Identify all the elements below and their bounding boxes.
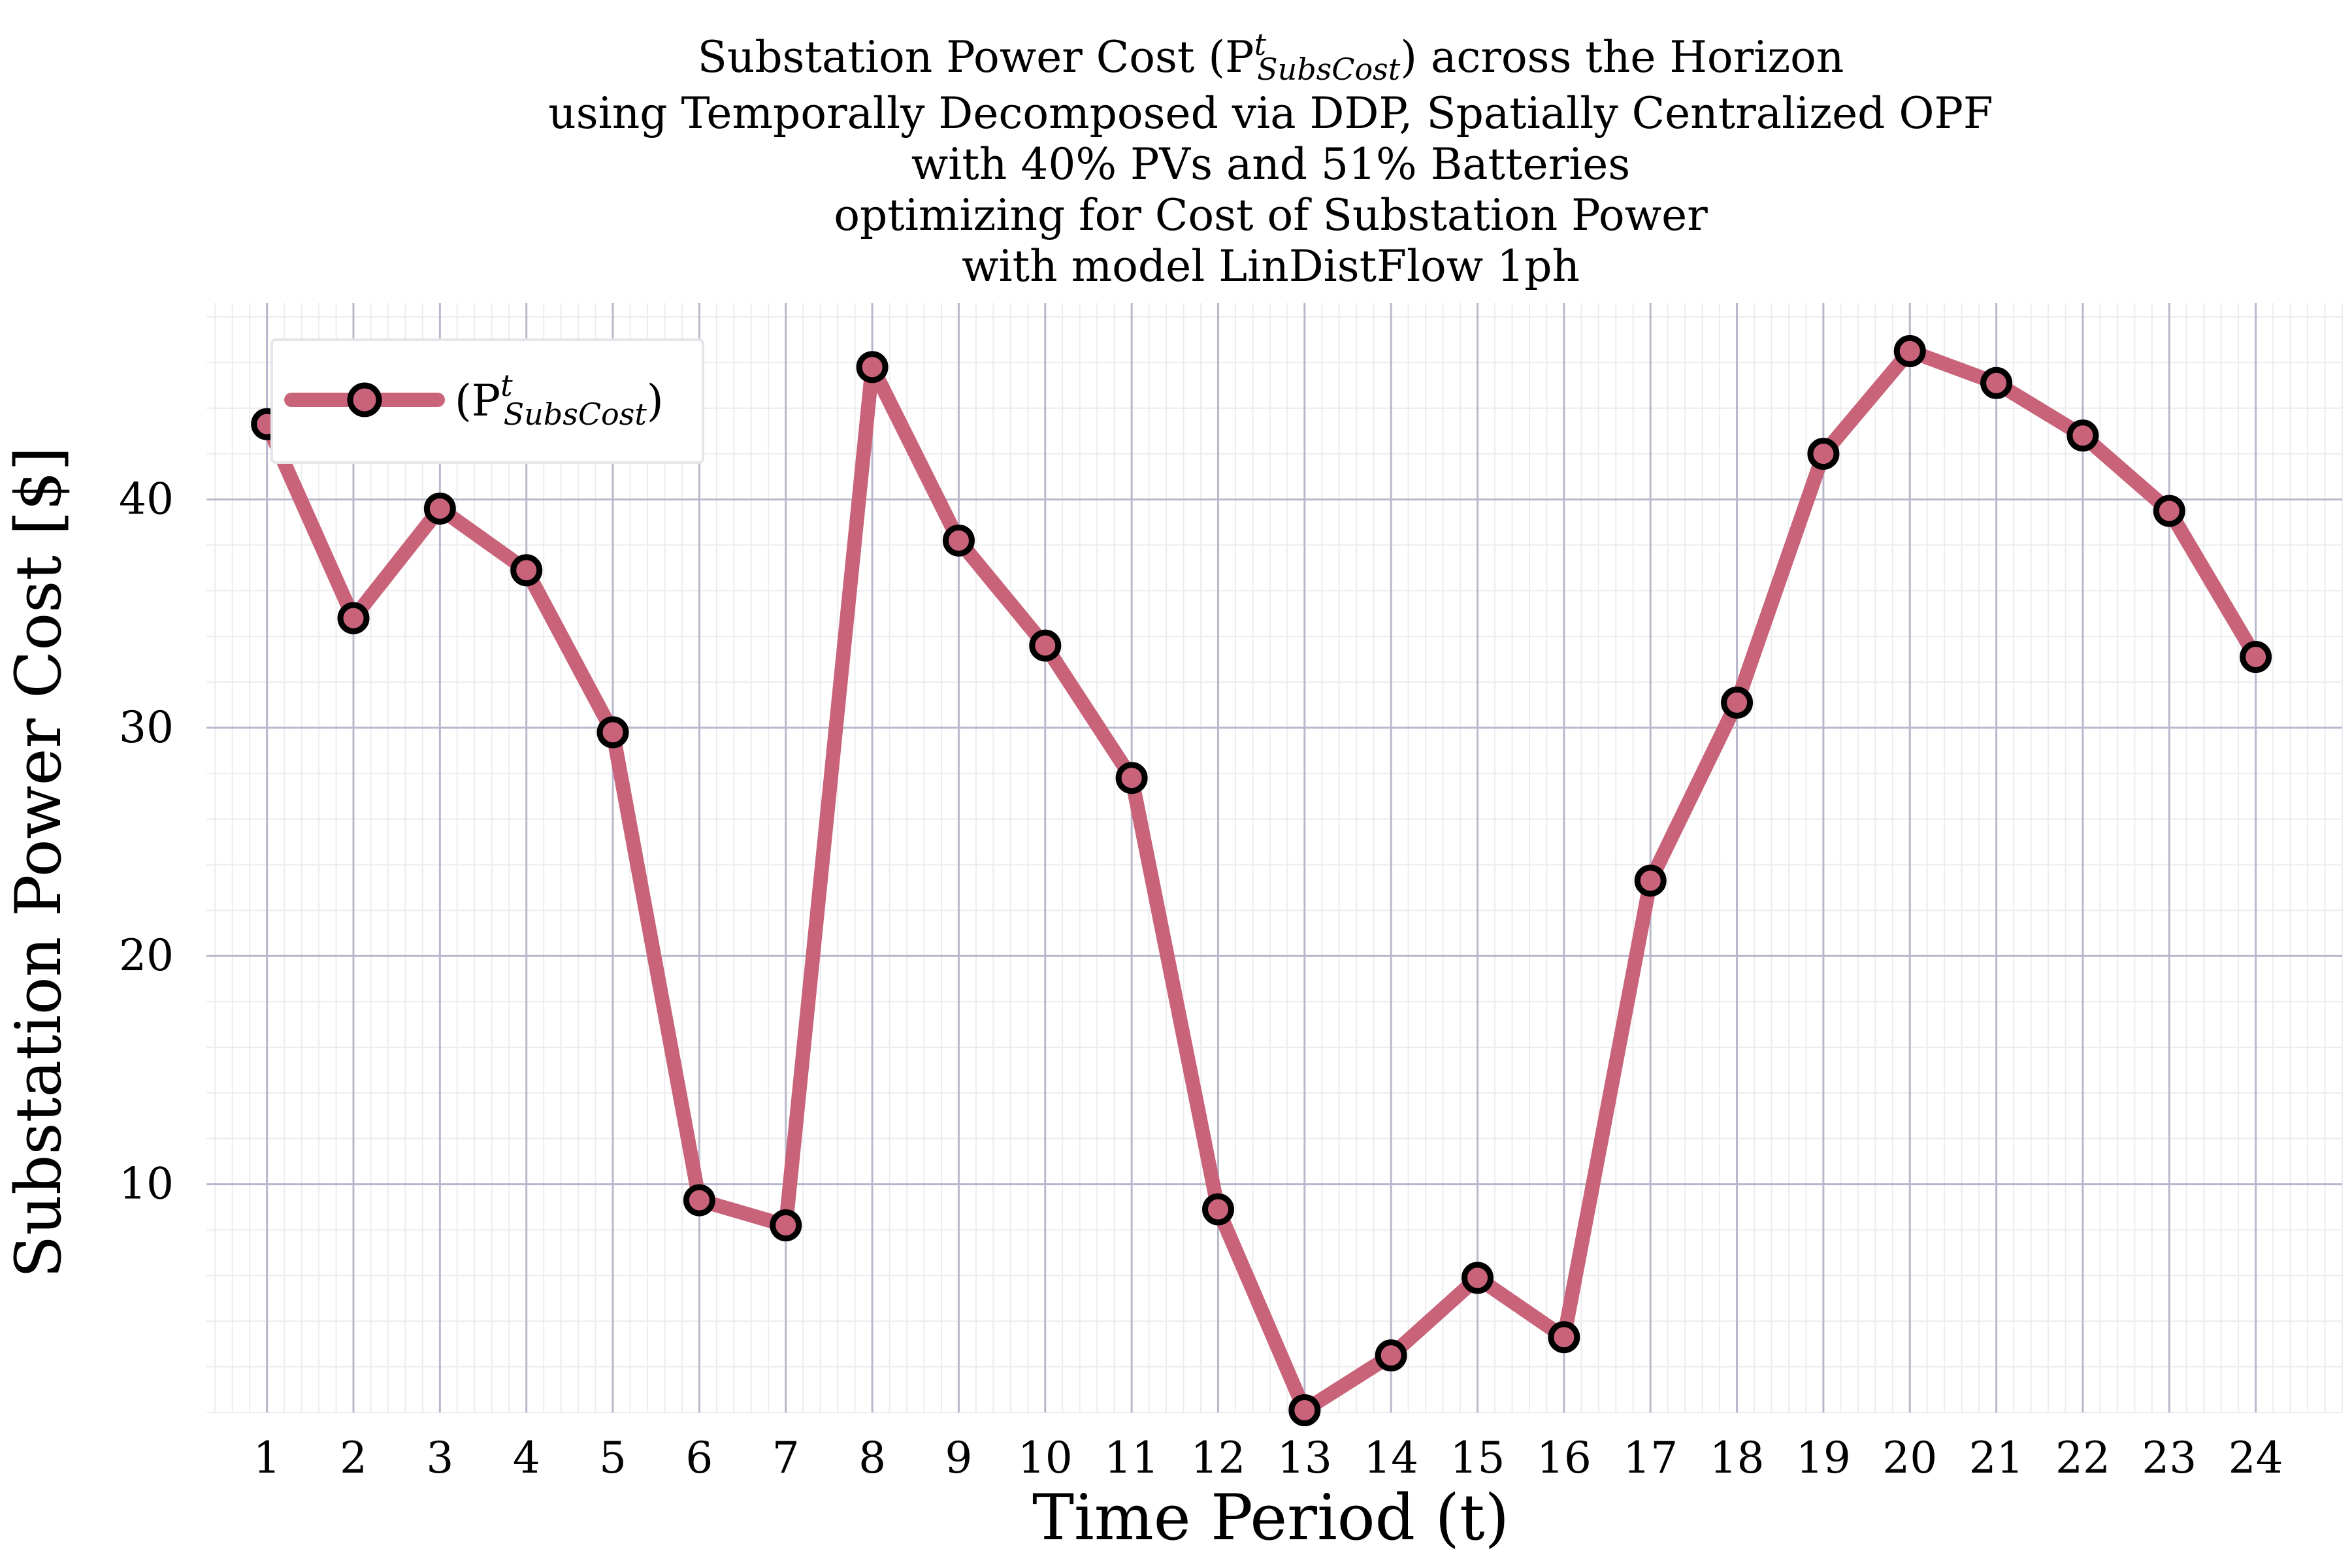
x-tick-label: 14 bbox=[1364, 1433, 1418, 1483]
x-tick-label: 24 bbox=[2229, 1433, 2283, 1483]
data-point bbox=[2240, 641, 2272, 674]
x-tick-labels: 1 2 3 4 5 6 7 8 9 10 11 12 13 14 15 16 17 18 19 20 21 22 23 24 bbox=[253, 1433, 2283, 1483]
data-point bbox=[1115, 762, 1148, 794]
data-point bbox=[1807, 438, 1840, 470]
data-point bbox=[2066, 419, 2099, 452]
data-point bbox=[942, 524, 975, 557]
x-tick-label: 11 bbox=[1104, 1433, 1159, 1483]
data-point bbox=[1029, 629, 1062, 662]
x-tick-label: 21 bbox=[1969, 1433, 2024, 1483]
title-line-1: Substation Power Cost (Pt SubsCost) acros… bbox=[698, 27, 1844, 87]
x-tick-label: 22 bbox=[2055, 1433, 2110, 1483]
x-tick-label: 1 bbox=[253, 1433, 281, 1483]
legend-marker-sample bbox=[347, 382, 382, 417]
major-grid bbox=[206, 303, 2342, 1413]
data-point bbox=[510, 554, 543, 587]
x-tick-label: 12 bbox=[1190, 1433, 1245, 1483]
data-point bbox=[770, 1209, 802, 1242]
legend: (Pt SubsCost) bbox=[270, 338, 704, 464]
x-tick-label: 9 bbox=[945, 1433, 972, 1483]
title-line-3: with 40% PVs and 51% Batteries bbox=[911, 139, 1631, 189]
data-point bbox=[1893, 335, 1926, 367]
data-point bbox=[856, 351, 889, 384]
data-point bbox=[1375, 1339, 1407, 1372]
y-tick-labels: 10 20 30 40 bbox=[119, 474, 174, 1209]
data-point bbox=[1721, 686, 1754, 719]
y-tick-label: 30 bbox=[119, 702, 174, 753]
x-tick-label: 15 bbox=[1450, 1433, 1505, 1483]
legend-label-series-1: (Pt SubsCost) bbox=[455, 368, 664, 432]
x-tick-label: 13 bbox=[1277, 1433, 1332, 1483]
data-point bbox=[683, 1184, 715, 1217]
title-line-4: optimizing for Cost of Substation Power bbox=[834, 190, 1708, 240]
x-tick-label: 10 bbox=[1018, 1433, 1073, 1483]
data-point bbox=[596, 716, 629, 749]
title-line-5: with model LinDistFlow 1ph bbox=[962, 241, 1580, 291]
y-tick-label: 20 bbox=[119, 930, 174, 981]
data-point bbox=[1462, 1262, 1494, 1294]
x-tick-label: 5 bbox=[599, 1433, 627, 1483]
x-tick-label: 19 bbox=[1796, 1433, 1851, 1483]
x-tick-label: 8 bbox=[858, 1433, 886, 1483]
data-point bbox=[1634, 864, 1667, 897]
chart-title: Substation Power Cost (Pt SubsCost) acros… bbox=[548, 27, 1993, 291]
y-tick-label: 10 bbox=[119, 1159, 174, 1209]
title-line-2: using Temporally Decomposed via DDP, Spa… bbox=[548, 88, 1993, 139]
data-point bbox=[1548, 1321, 1580, 1354]
data-point bbox=[1201, 1193, 1234, 1226]
x-tick-label: 2 bbox=[340, 1433, 367, 1483]
x-tick-label: 17 bbox=[1623, 1433, 1678, 1483]
data-point bbox=[337, 602, 370, 634]
x-tick-label: 4 bbox=[513, 1433, 540, 1483]
x-tick-label: 18 bbox=[1710, 1433, 1765, 1483]
x-tick-label: 6 bbox=[685, 1433, 713, 1483]
data-point bbox=[1288, 1394, 1321, 1427]
x-tick-label: 20 bbox=[1882, 1433, 1937, 1483]
series-layer bbox=[251, 335, 2272, 1427]
x-axis-label: Time Period (t) bbox=[1032, 1481, 1509, 1554]
legend-box bbox=[270, 338, 704, 464]
data-point bbox=[2153, 495, 2185, 527]
data-point bbox=[423, 492, 456, 525]
x-tick-label: 23 bbox=[2142, 1433, 2197, 1483]
y-axis-label: Substation Power Cost [$] bbox=[2, 446, 75, 1278]
y-tick-label: 40 bbox=[119, 474, 174, 524]
x-tick-label: 7 bbox=[772, 1433, 800, 1483]
x-tick-label: 16 bbox=[1537, 1433, 1592, 1483]
data-point bbox=[1980, 367, 2013, 399]
x-tick-label: 3 bbox=[426, 1433, 453, 1483]
